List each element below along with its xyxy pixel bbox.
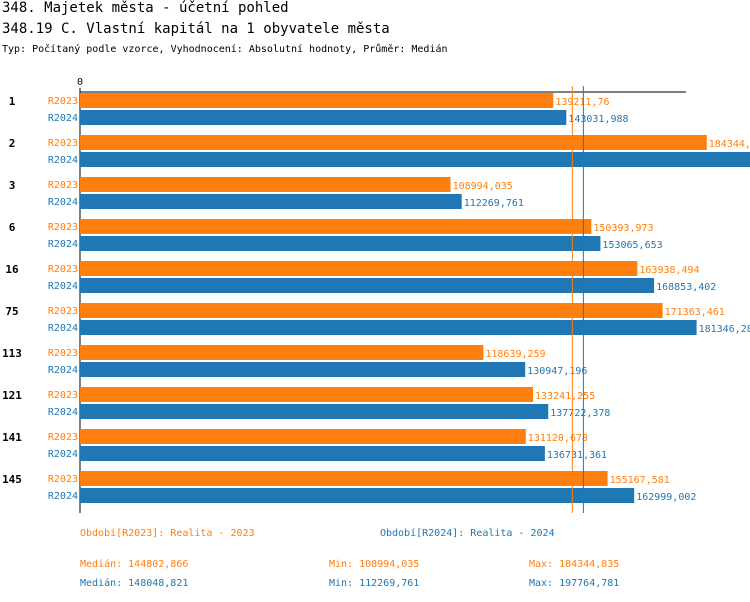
bar <box>80 387 534 402</box>
bar-chart: 0 1 R2023 139211,76 R2024 143031,988 2 R2023 184… <box>2 77 750 513</box>
data-label: 133241,255 <box>535 391 595 402</box>
data-label: 162999,002 <box>636 492 696 503</box>
category-label: 141 <box>2 431 22 444</box>
category-label: 3 <box>9 179 16 192</box>
series-label: R2023 <box>48 222 78 233</box>
data-label: 153065,653 <box>602 240 662 251</box>
min-r2023: Min: 108994,035 <box>329 559 420 570</box>
bar <box>80 429 526 444</box>
bar <box>80 194 462 209</box>
bar <box>80 219 592 234</box>
data-label: 171363,461 <box>665 307 725 318</box>
chart-info: Typ: Počítaný podle vzorce, Vyhodnocení:… <box>2 44 448 55</box>
data-label: 155167,581 <box>610 475 670 486</box>
data-label: 150393,973 <box>593 223 653 234</box>
series-label: R2024 <box>48 239 78 250</box>
x-tick-label: 0 <box>77 77 83 88</box>
data-label: 163938,494 <box>639 265 699 276</box>
median-r2023: Medián: 144802,866 <box>80 559 189 570</box>
series-label: R2023 <box>48 264 78 275</box>
bar <box>80 236 601 251</box>
min-r2024: Min: 112269,761 <box>329 578 420 589</box>
data-label: 143031,988 <box>568 114 628 125</box>
data-label: 168853,402 <box>656 282 716 293</box>
data-label: 131120,678 <box>528 433 588 444</box>
series-label: R2023 <box>48 432 78 443</box>
bar <box>80 446 545 461</box>
bar <box>80 278 655 293</box>
series-label: R2024 <box>48 449 78 460</box>
bar <box>80 135 707 150</box>
category-label: 1 <box>9 95 16 108</box>
series-label: R2023 <box>48 138 78 149</box>
chart-title: 348. Majetek města - účetní pohled <box>2 0 289 16</box>
bar <box>80 362 526 377</box>
category-label: 145 <box>2 473 22 486</box>
category-label: 2 <box>9 137 16 150</box>
median-r2024: Medián: 148048,821 <box>80 578 189 589</box>
series-label: R2024 <box>48 113 78 124</box>
max-r2023: Max: 184344,835 <box>529 559 620 570</box>
bar <box>80 320 697 335</box>
bar <box>80 177 451 192</box>
data-label: 130947,196 <box>527 366 587 377</box>
data-label: 136731,361 <box>547 450 607 461</box>
bar <box>80 261 638 276</box>
series-label: R2024 <box>48 155 78 166</box>
series-label: R2023 <box>48 390 78 401</box>
category-label: 16 <box>5 263 19 276</box>
legend-r2023: Období[R2023]: Realita - 2023 <box>80 528 255 539</box>
category-label: 6 <box>9 221 16 234</box>
bar <box>80 152 750 167</box>
bar <box>80 404 549 419</box>
series-label: R2024 <box>48 365 78 376</box>
bar <box>80 93 554 108</box>
data-label: 137722,378 <box>550 408 610 419</box>
series-label: R2024 <box>48 281 78 292</box>
data-label: 112269,761 <box>464 198 524 209</box>
data-label: 181346,281 <box>699 324 750 335</box>
category-label: 121 <box>2 389 22 402</box>
series-label: R2024 <box>48 197 78 208</box>
data-label: 139211,76 <box>555 97 609 108</box>
bar <box>80 110 567 125</box>
category-label: 75 <box>5 305 18 318</box>
bar <box>80 345 484 360</box>
legend-r2024: Období[R2024]: Realita - 2024 <box>380 528 555 539</box>
series-label: R2023 <box>48 180 78 191</box>
data-label: 118639,259 <box>485 349 545 360</box>
data-label: 108994,035 <box>453 181 513 192</box>
data-label: 184344,835 <box>709 139 750 150</box>
category-label: 113 <box>2 347 22 360</box>
series-label: R2023 <box>48 306 78 317</box>
series-label: R2023 <box>48 474 78 485</box>
series-label: R2024 <box>48 407 78 418</box>
bar <box>80 303 663 318</box>
series-label: R2024 <box>48 491 78 502</box>
series-label: R2023 <box>48 348 78 359</box>
chart-subtitle: 348.19 C. Vlastní kapitál na 1 obyvatele… <box>2 21 390 37</box>
series-label: R2024 <box>48 323 78 334</box>
bar <box>80 488 635 503</box>
series-label: R2023 <box>48 96 78 107</box>
bar <box>80 471 608 486</box>
max-r2024: Max: 197764,781 <box>529 578 620 589</box>
